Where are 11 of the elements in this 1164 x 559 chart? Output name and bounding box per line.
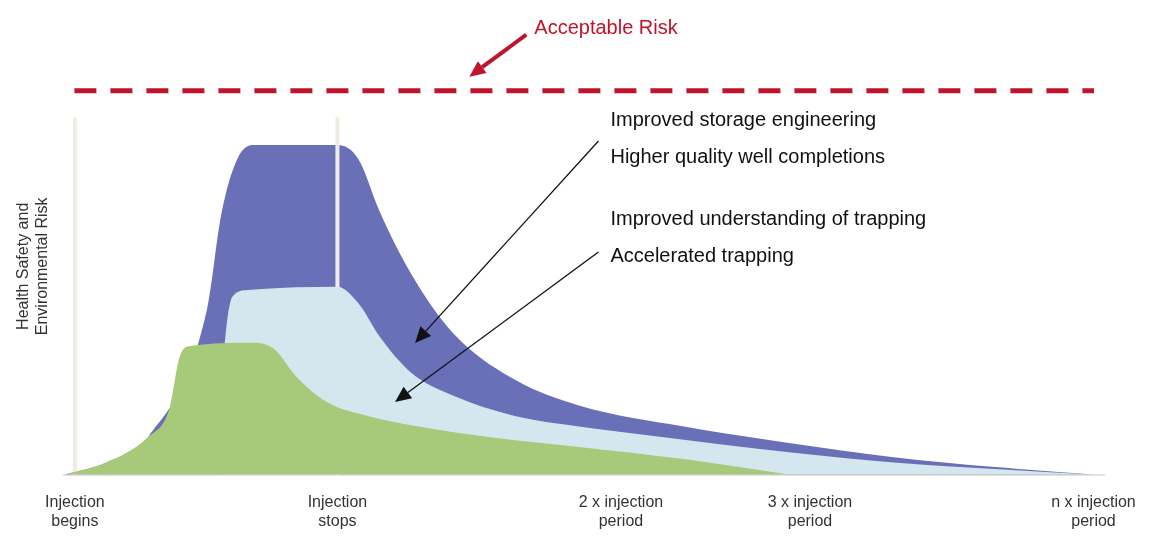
annotation: Accelerated trapping: [610, 243, 794, 266]
ref-line-label: Acceptable Risk: [534, 16, 679, 39]
annotation: Higher quality well completions: [610, 144, 886, 167]
text: Improved storage engineering: [610, 107, 877, 130]
x-tick-label: n x injection period: [1051, 492, 1136, 529]
annotation: Improved understanding of trapping: [610, 206, 927, 229]
x-tick-label: 2 x injection period: [578, 492, 664, 529]
x-tick-label: Injection stops: [307, 492, 368, 529]
x-tick-label: Injection begins: [45, 492, 105, 529]
y-axis-title: Health Safety and Environmental Risk: [14, 196, 51, 336]
x-tick-label: 3 x injection period: [767, 492, 853, 529]
